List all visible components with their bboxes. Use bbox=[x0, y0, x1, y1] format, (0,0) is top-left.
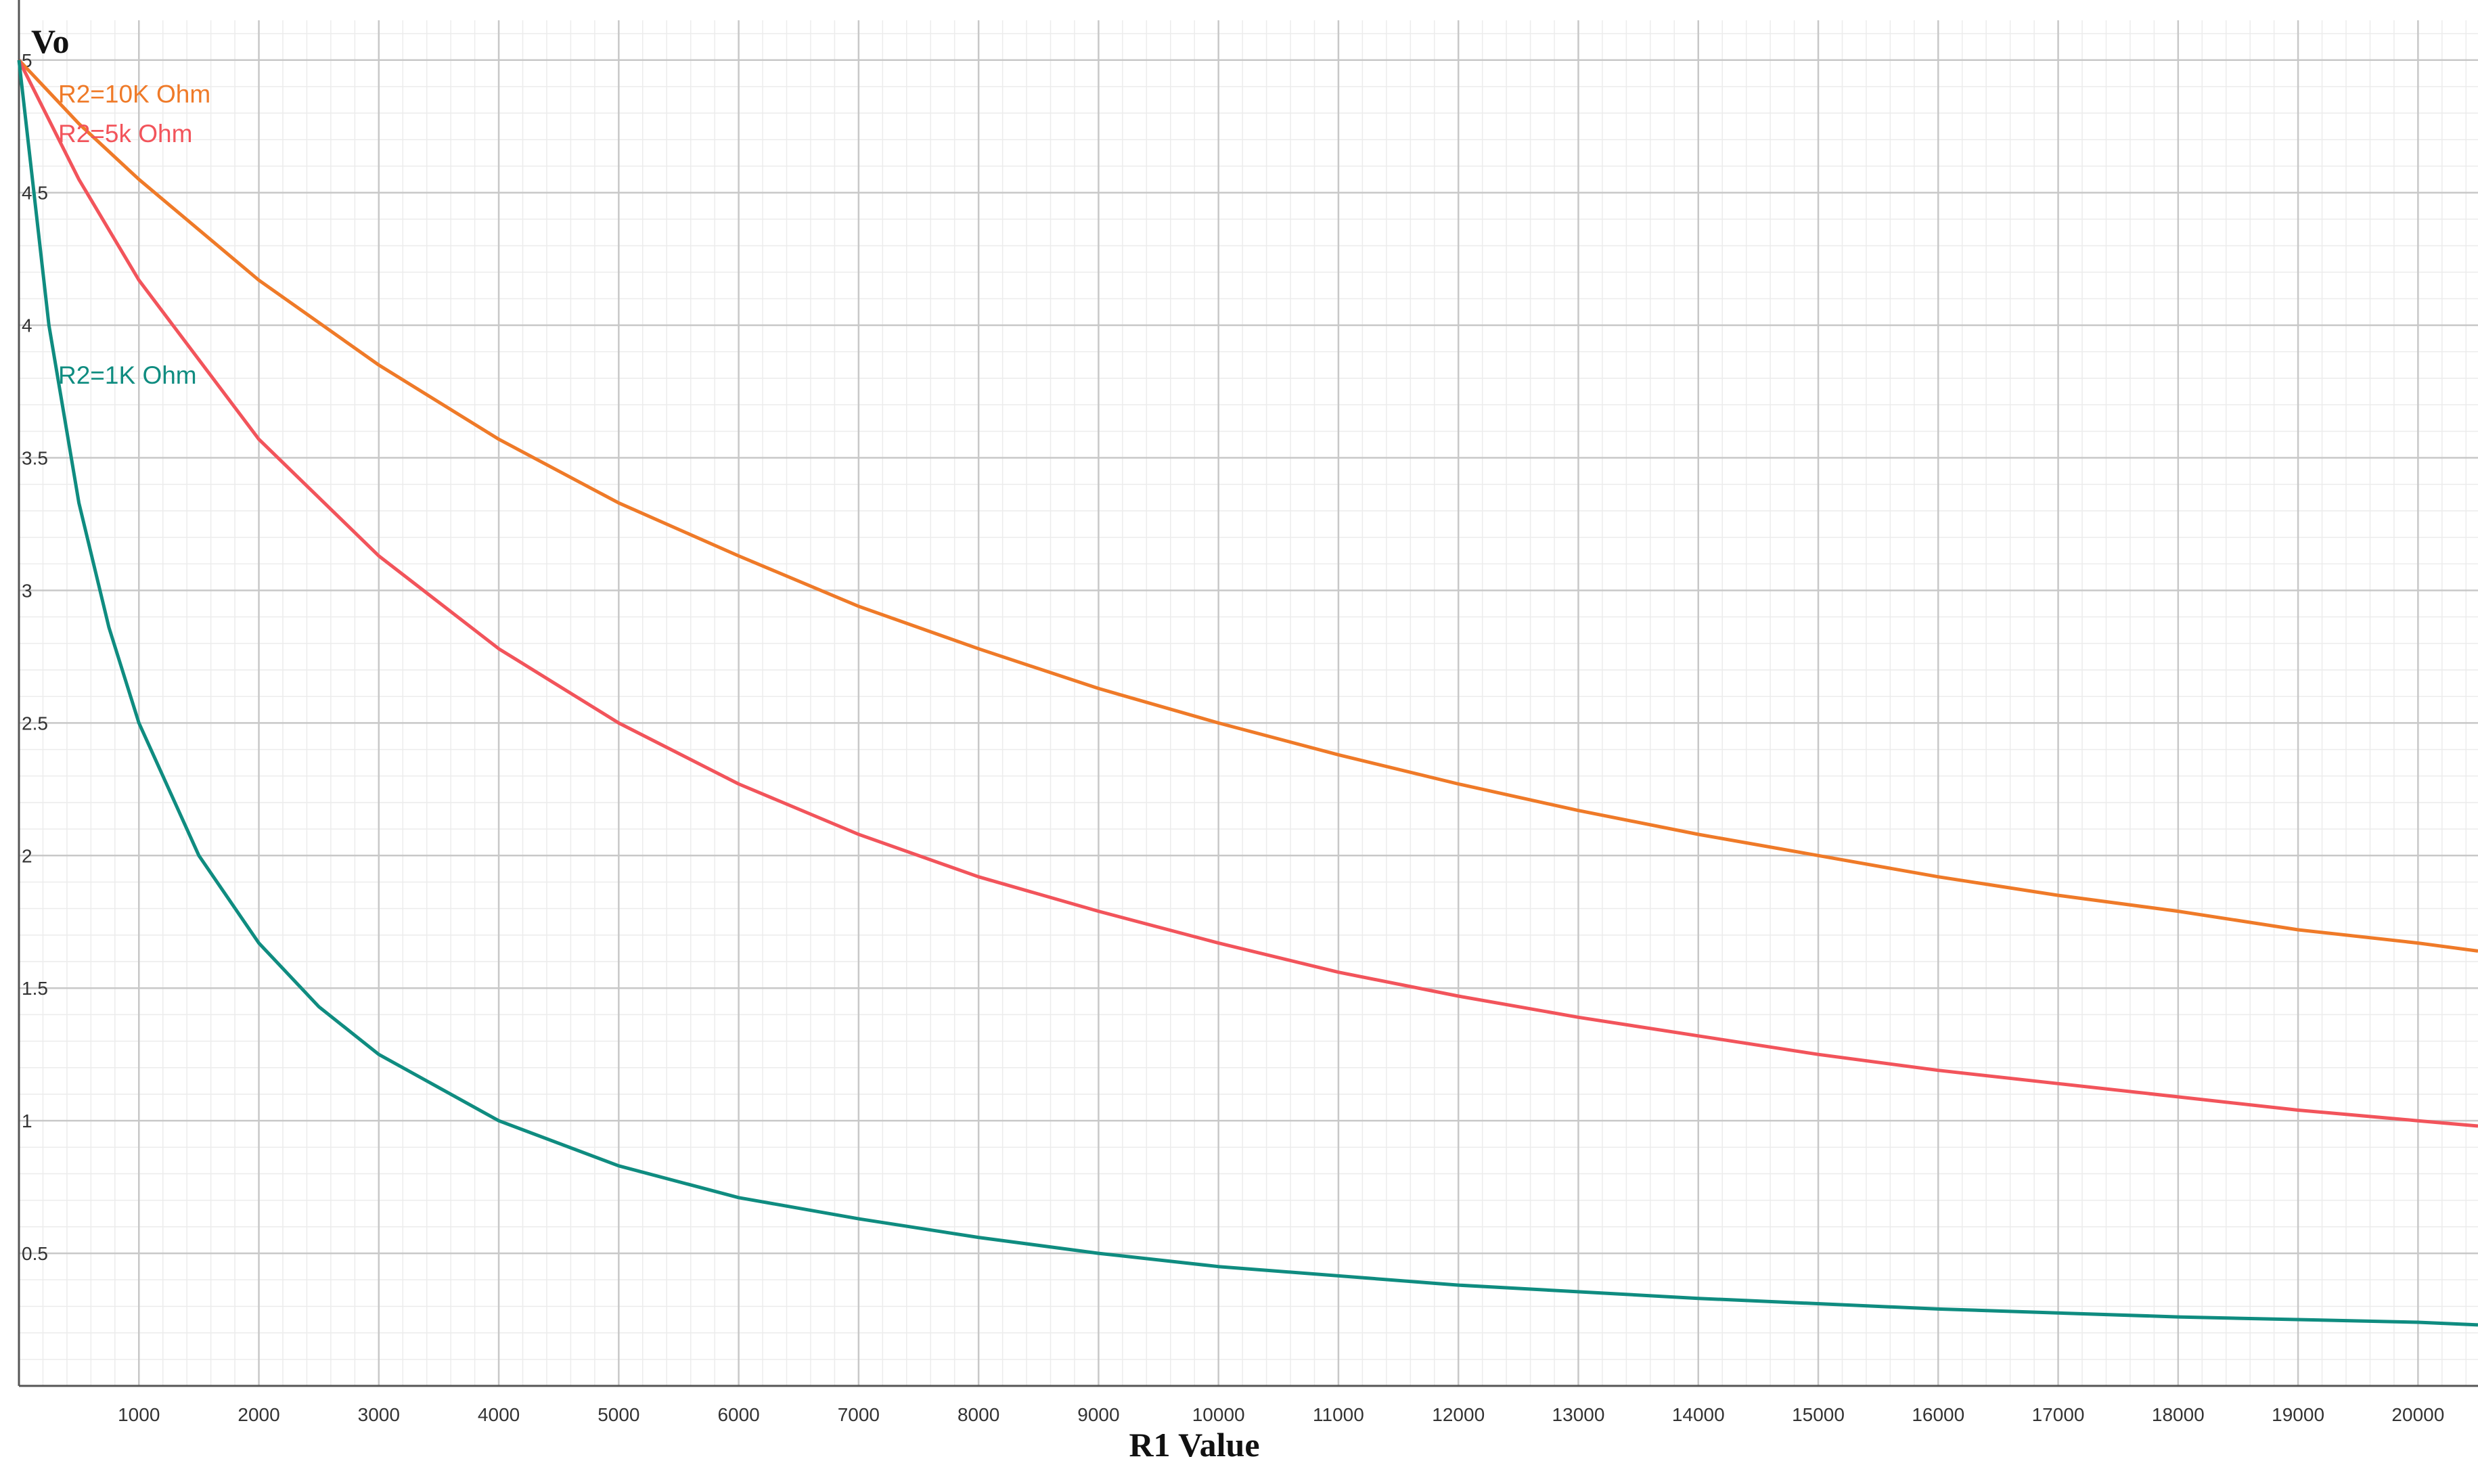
x-tick-label: 16000 bbox=[1912, 1404, 1964, 1425]
y-tick-label: 3.5 bbox=[22, 448, 48, 469]
x-tick-label: 17000 bbox=[2032, 1404, 2085, 1425]
series-line bbox=[18, 59, 2478, 953]
y-tick-label: 3 bbox=[22, 580, 32, 601]
x-tick-label: 1000 bbox=[118, 1404, 160, 1425]
x-tick-label: 18000 bbox=[2152, 1404, 2205, 1425]
x-tick-label: 7000 bbox=[838, 1404, 880, 1425]
x-tick-labels: 1000 2000 3000 4000 5000 6000 7000 8000 9000 1000… bbox=[118, 1404, 2444, 1425]
y-tick-label: 0.5 bbox=[22, 1243, 48, 1264]
x-tick-label: 3000 bbox=[358, 1404, 400, 1425]
series-line bbox=[17, 60, 2478, 1327]
series-label: R2=5k Ohm bbox=[58, 120, 192, 148]
x-tick-label: 20000 bbox=[2391, 1404, 2444, 1425]
series-label: R2=1K Ohm bbox=[58, 361, 197, 389]
y-tick-label: 1 bbox=[22, 1110, 32, 1131]
x-tick-label: 12000 bbox=[1432, 1404, 1485, 1425]
x-tick-label: 11000 bbox=[1313, 1404, 1364, 1425]
series-labels: R2=10K Ohm R2=5k Ohm R2=1K Ohm bbox=[58, 80, 210, 388]
y-tick-label: 1.5 bbox=[22, 978, 48, 999]
x-tick-label: 10000 bbox=[1192, 1404, 1245, 1425]
x-tick-label: 9000 bbox=[1077, 1404, 1119, 1425]
y-axis-title: Vo bbox=[31, 22, 70, 60]
series-label: R2=10K Ohm bbox=[58, 80, 210, 108]
x-axis-title: R1 Value bbox=[1129, 1426, 1259, 1464]
major-grid bbox=[19, 20, 2478, 1386]
x-tick-label: 15000 bbox=[1792, 1404, 1845, 1425]
x-tick-label: 13000 bbox=[1552, 1404, 1605, 1425]
series-lines bbox=[17, 59, 2478, 1327]
x-tick-label: 4000 bbox=[478, 1404, 520, 1425]
axes bbox=[18, 0, 2478, 1387]
y-tick-label: 4 bbox=[22, 315, 32, 336]
x-tick-label: 19000 bbox=[2272, 1404, 2324, 1425]
y-tick-label: 2 bbox=[22, 845, 32, 866]
series-line bbox=[17, 59, 2478, 1128]
x-tick-label: 6000 bbox=[717, 1404, 759, 1425]
x-tick-label: 5000 bbox=[598, 1404, 639, 1425]
y-tick-label: 2.5 bbox=[22, 713, 48, 734]
x-tick-label: 14000 bbox=[1672, 1404, 1725, 1425]
x-tick-label: 2000 bbox=[238, 1404, 279, 1425]
x-tick-label: 8000 bbox=[958, 1404, 999, 1425]
